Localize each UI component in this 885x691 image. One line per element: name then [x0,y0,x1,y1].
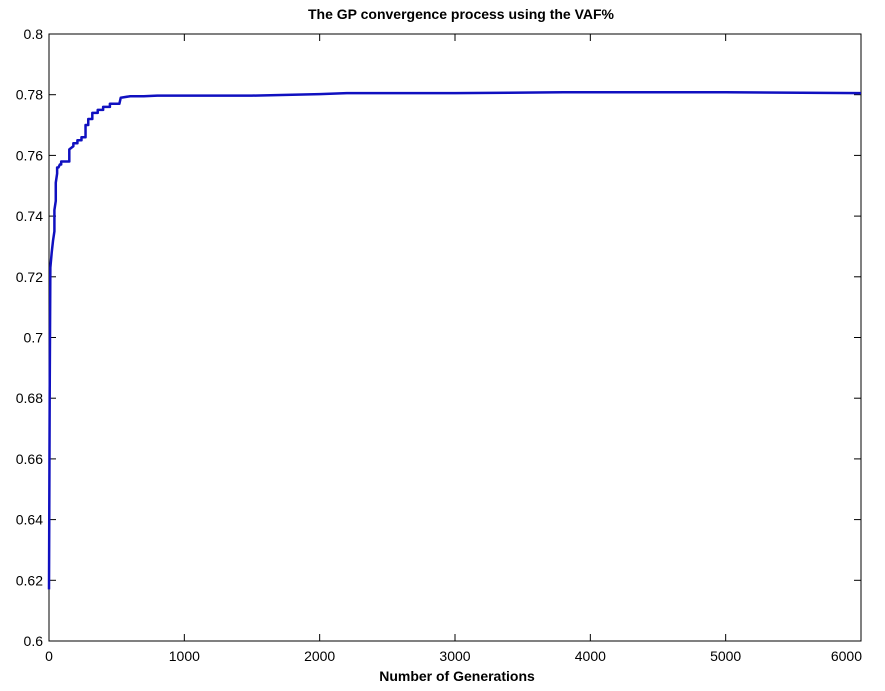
y-tick-label: 0.66 [16,451,43,467]
x-tick-label: 6000 [831,648,862,664]
x-tick-label: 3000 [439,648,470,664]
axis-ticks [48,33,862,642]
x-tick-label: 0 [45,648,53,664]
x-tick-label: 4000 [575,648,606,664]
chart-title: The GP convergence process using the VAF… [308,6,615,22]
y-tick-label: 0.6 [24,633,44,649]
plot-area-frame [48,33,862,642]
y-tick-label: 0.74 [16,208,43,224]
x-tick-label: 2000 [304,648,335,664]
y-axis-tick-labels: 0.6 0.62 0.64 0.66 0.68 0.7 0.72 0.74 0.76 0.78 0.… [16,26,43,649]
y-tick-label: 0.68 [16,390,43,406]
y-tick-label: 0.7 [24,330,44,346]
x-axis-title: Number of Generations [379,668,535,684]
y-tick-label: 0.8 [24,26,44,42]
x-tick-label: 1000 [169,648,200,664]
x-axis-tick-labels: 0 1000 2000 3000 4000 5000 6000 [45,648,862,664]
series-line [47,91,862,590]
y-tick-label: 0.72 [16,269,43,285]
y-tick-label: 0.64 [16,512,43,528]
y-tick-label: 0.62 [16,572,43,588]
x-tick-label: 5000 [710,648,741,664]
y-tick-label: 0.76 [16,147,43,163]
y-tick-label: 0.78 [16,87,43,103]
